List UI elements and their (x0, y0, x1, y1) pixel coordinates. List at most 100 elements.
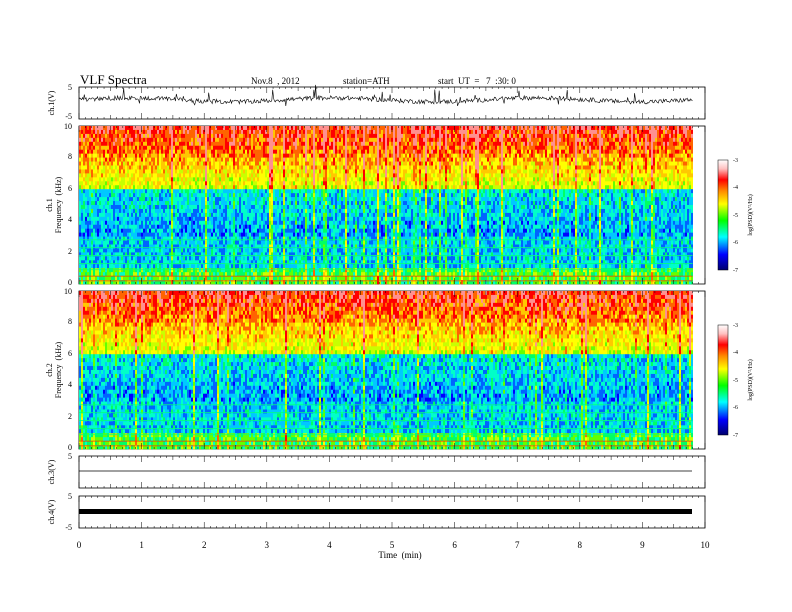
spectrogram-cell (195, 173, 197, 178)
spectrogram-cell (353, 149, 357, 154)
spectrogram-cell (661, 149, 665, 154)
spectrogram-cell (535, 197, 543, 202)
spectrogram-cell (627, 189, 633, 194)
spectrogram-cell (219, 185, 221, 190)
spectrogram-cell (161, 185, 163, 190)
spectrogram-cell (373, 129, 375, 135)
spectrogram-cell (357, 169, 359, 174)
spectrogram-cell (673, 133, 675, 139)
spectrogram-cell (87, 126, 89, 131)
spectrogram-cell (381, 197, 385, 202)
spectrogram-cell (329, 201, 331, 206)
spectrogram-cell (439, 129, 441, 135)
spectrogram-cell (331, 149, 333, 154)
spectrogram-cell (295, 173, 297, 178)
spectrogram-cell (675, 126, 677, 131)
spectrogram-cell (297, 177, 299, 182)
spectrogram-cell (425, 126, 427, 131)
spectrogram-cell (635, 149, 639, 154)
spectrogram-cell (303, 193, 305, 198)
spectrogram-cell (421, 129, 425, 135)
spectrogram-cell (339, 126, 341, 131)
spectrogram-cell (209, 197, 211, 202)
spectrogram-cell (275, 173, 279, 178)
spectrogram-cell (563, 137, 565, 143)
spectrogram-cell (547, 193, 549, 198)
spectrogram-cell (351, 189, 355, 194)
spectrogram-cell (133, 149, 135, 154)
spectrogram-cell (511, 133, 513, 139)
spectrogram-cell (313, 129, 315, 135)
spectrogram-cell (233, 181, 235, 186)
spectrogram-cell (199, 141, 201, 147)
spectrogram-cell (165, 126, 167, 131)
spectrogram-cell (373, 161, 375, 166)
spectrogram-cell (605, 126, 607, 131)
spectrogram-cell (673, 129, 675, 135)
spectrogram-cell (313, 169, 315, 174)
spectrogram-cell (387, 189, 389, 194)
spectrogram-cell (679, 141, 683, 147)
spectrogram-cell (539, 189, 543, 194)
spectrogram-cell (641, 165, 643, 170)
spectrogram-cell (317, 197, 321, 202)
spectrogram-cell (109, 185, 111, 190)
spectrogram-cell (377, 141, 379, 147)
spectrogram-cell (157, 141, 169, 147)
spectrogram-cell (305, 161, 309, 166)
spectrogram-cell (179, 177, 181, 182)
spectrogram-cell (229, 141, 235, 147)
spectrogram-cell (185, 208, 191, 214)
spectrogram-cell (349, 126, 351, 131)
spectrogram-cell (417, 161, 419, 166)
spectrogram-cell (665, 177, 667, 182)
spectrogram-cell (249, 149, 251, 154)
spectrogram-cell (431, 153, 435, 158)
spectrogram-cell (415, 197, 417, 202)
spectrogram-cell (199, 173, 201, 178)
spectrogram-cell (303, 181, 305, 186)
spectrogram-cell (383, 161, 385, 166)
spectrogram-cell (569, 169, 573, 174)
spectrogram-cell (561, 185, 565, 190)
spectrogram-cell (151, 173, 153, 178)
spectrogram-cell (601, 126, 605, 131)
spectrogram-cell (647, 153, 649, 158)
spectrogram-cell (107, 177, 111, 182)
spectrogram-cell (467, 141, 471, 147)
spectrogram-cell (291, 145, 295, 150)
spectrogram-cell (479, 177, 481, 182)
spectrogram-cell (413, 201, 415, 206)
spectrogram-cell (91, 205, 99, 210)
spectrogram-cell (125, 161, 127, 166)
spectrogram-cell (225, 185, 227, 190)
spectrogram-cell (253, 193, 255, 198)
spectrogram-cell (443, 141, 445, 147)
spectrogram-cell (449, 133, 451, 139)
spectrogram-cell (457, 153, 459, 158)
spectrogram-cell (125, 165, 127, 170)
spectrogram-cell (169, 141, 171, 147)
spectrogram-cell (139, 205, 141, 210)
spectrogram-cell (691, 133, 693, 139)
spectrogram-cell (157, 181, 161, 186)
spectrogram-cell (373, 193, 377, 198)
spectrogram-cell (101, 177, 103, 182)
spectrogram-cell (215, 193, 217, 198)
spectrogram-cell (289, 126, 291, 131)
spectrogram-cell (185, 181, 189, 186)
spectrogram-cell (497, 165, 501, 170)
spectrogram-cell (573, 193, 575, 198)
spectrogram-cell (179, 173, 181, 178)
spectrogram-cell (665, 161, 667, 166)
spectrogram-cell (597, 133, 601, 139)
spectrogram-cell (299, 165, 301, 170)
spectrogram-cell (249, 129, 251, 135)
spectrogram-cell (637, 157, 643, 162)
spectrogram-cell (227, 201, 229, 206)
spectrogram-cell (189, 201, 199, 206)
spectrogram-cell (659, 201, 661, 206)
spectrogram-cell (329, 141, 331, 147)
spectrogram-cell (129, 161, 131, 166)
spectrogram-cell (381, 153, 383, 158)
